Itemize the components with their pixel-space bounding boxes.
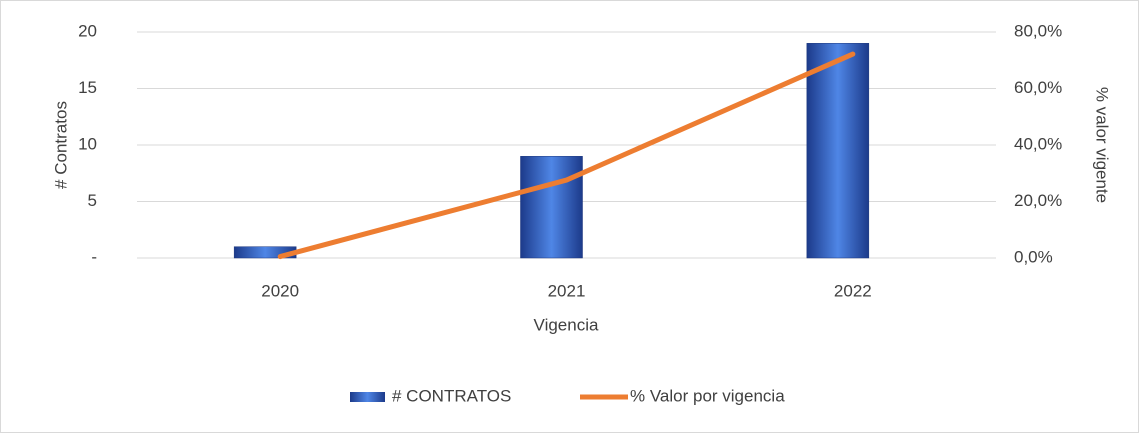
y2-axis-title: % valor vigente xyxy=(1093,87,1112,203)
line-series xyxy=(277,51,856,260)
y2-tick-label: 0,0% xyxy=(1014,247,1053,266)
y-tick-label: 20 xyxy=(78,21,97,40)
x-tick-label: 2020 xyxy=(261,281,299,300)
y2-tick-label: 40,0% xyxy=(1014,134,1062,153)
y-axis-title: # Contratos xyxy=(51,101,70,189)
legend-label: % Valor por vigencia xyxy=(630,386,785,405)
x-axis-title: Vigencia xyxy=(534,315,599,334)
legend-label: # CONTRATOS xyxy=(392,386,511,405)
y-tick-label: - xyxy=(91,247,97,266)
x-tick-label: 2021 xyxy=(548,281,586,300)
y2-tick-label: 20,0% xyxy=(1014,191,1062,210)
legend-swatch-bar xyxy=(350,392,385,402)
y-tick-label: 15 xyxy=(78,78,97,97)
bar xyxy=(806,43,870,259)
y2-tick-label: 80,0% xyxy=(1014,21,1062,40)
y-tick-label: 10 xyxy=(78,134,97,153)
y2-tick-label: 60,0% xyxy=(1014,78,1062,97)
bar xyxy=(520,156,583,259)
y-tick-label: 5 xyxy=(88,191,97,210)
x-tick-label: 2022 xyxy=(834,281,872,300)
